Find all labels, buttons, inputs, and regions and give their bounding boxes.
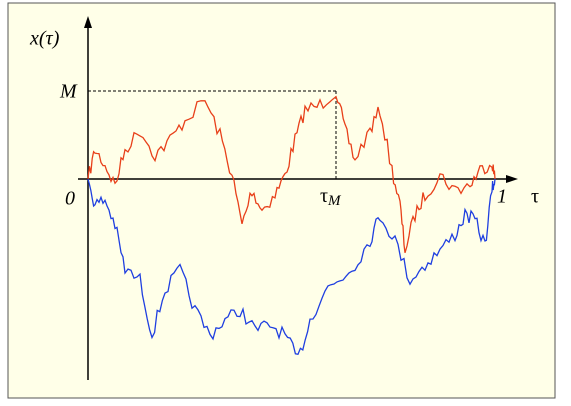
- x-axis-label: τ: [531, 186, 539, 208]
- max-label: M: [59, 81, 78, 103]
- tau-m-sub: M: [327, 193, 342, 209]
- path-red: [87, 95, 496, 253]
- frame: [7, 2, 556, 399]
- y-axis-label: x(τ): [29, 28, 60, 50]
- tau: τ: [320, 185, 328, 207]
- y-axis-arrow: [84, 16, 92, 28]
- one-label: 1: [497, 186, 507, 208]
- x-axis-arrow: [506, 175, 518, 183]
- origin-label: 0: [65, 188, 75, 210]
- path-blue: [87, 178, 496, 356]
- tau-m-label: τM: [320, 185, 342, 210]
